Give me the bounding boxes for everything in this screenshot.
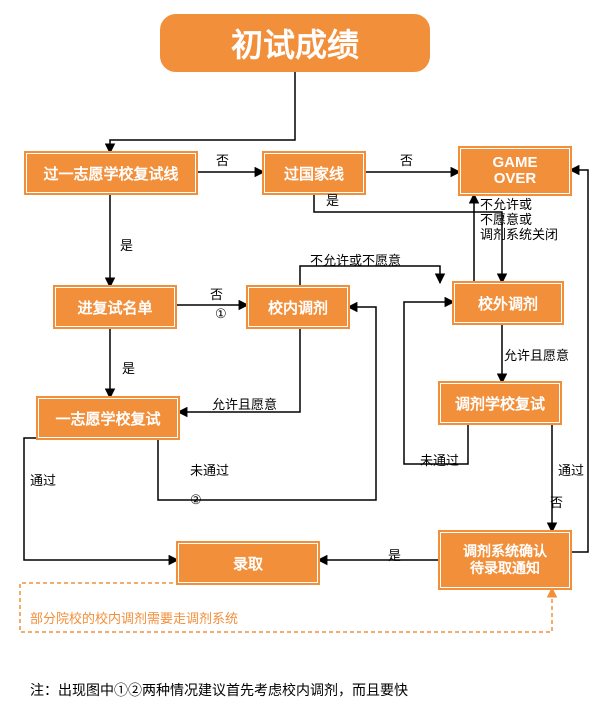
node-accepted: 录取 xyxy=(178,543,318,583)
node-national-line: 过国家线 xyxy=(264,153,364,193)
dashed-note: 部分院校的校内调剂需要走调剂系统 xyxy=(30,608,238,627)
edge-label: ① xyxy=(215,306,227,322)
edge-label: 是 xyxy=(326,190,339,209)
edge-label: 否 xyxy=(400,150,413,169)
node-external-adjust: 校外调剂 xyxy=(454,283,562,323)
edge-label: 否 xyxy=(216,150,229,169)
edge-label: 未通过 xyxy=(190,460,229,479)
node-title: 初试成绩 xyxy=(160,14,430,72)
edge-label: 是 xyxy=(388,545,401,564)
edge-label: 通过 xyxy=(30,470,56,489)
node-confirm-notice: 调剂系统确认 待录取通知 xyxy=(440,532,570,588)
edge-label: 允许且愿意 xyxy=(212,394,277,413)
node-first-choice-interview: 一志愿学校复试 xyxy=(38,398,178,438)
edge-label: ② xyxy=(190,492,202,508)
node-first-choice-line: 过一志愿学校复试线 xyxy=(26,153,196,193)
edge-label: 允许且愿意 xyxy=(504,345,569,364)
edge-label: 是 xyxy=(122,358,135,377)
node-internal-adjust: 校内调剂 xyxy=(248,287,348,327)
node-title-label: 初试成绩 xyxy=(231,20,359,66)
edge-label: 不允许或不愿意 xyxy=(310,250,401,269)
node-interview-list: 进复试名单 xyxy=(55,287,175,327)
edge-label: 是 xyxy=(120,235,133,254)
edge-label: 否 xyxy=(550,492,563,511)
node-adjust-interview: 调剂学校复试 xyxy=(440,383,560,423)
footnote: 注：出现图中①②两种情况建议首先考虑校内调剂，而且要快 xyxy=(30,680,408,700)
edge-label: 通过 xyxy=(558,460,584,479)
edge-label: 不允许或 不愿意或 调剂系统关闭 xyxy=(480,198,558,243)
edge-label: 未通过 xyxy=(420,450,459,469)
edge-label: 否 xyxy=(210,284,223,303)
node-game-over: GAME OVER xyxy=(460,148,570,194)
